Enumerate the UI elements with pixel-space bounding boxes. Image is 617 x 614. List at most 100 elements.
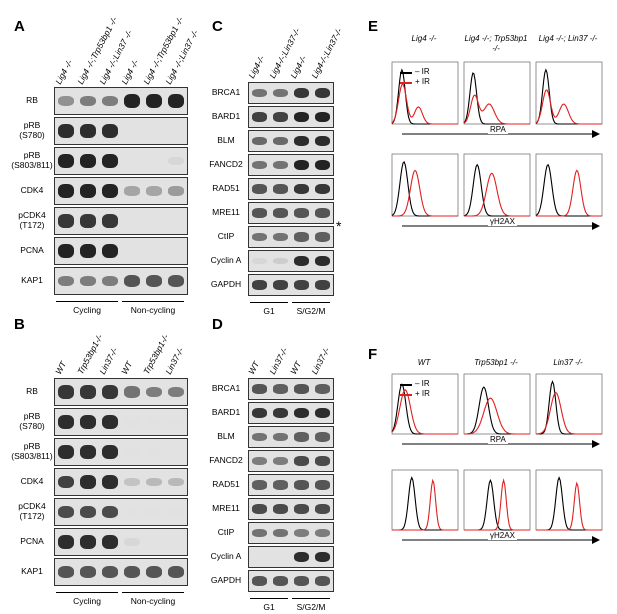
band	[80, 214, 96, 228]
band	[80, 95, 96, 107]
column-header: Lig4 -/-; Trp53bp1 -/-	[464, 34, 528, 53]
group-line	[56, 592, 118, 593]
band	[294, 159, 309, 171]
band	[102, 505, 118, 519]
row-label: FANCD2	[209, 159, 243, 169]
band	[58, 124, 74, 138]
band	[124, 93, 140, 108]
ir-minus-curve	[392, 476, 458, 531]
blot-strip	[54, 177, 188, 205]
row-label: Cyclin A	[210, 551, 242, 561]
blot-strip	[54, 117, 188, 145]
axis-label: RPA	[488, 125, 508, 134]
band	[294, 111, 309, 123]
row-label: pRB (S803/811)	[11, 441, 53, 461]
blot-strip	[248, 426, 334, 448]
group-line	[292, 598, 330, 599]
band	[168, 448, 184, 456]
row-label: pRB (S780)	[19, 411, 45, 431]
blot-strip	[248, 522, 334, 544]
band	[58, 183, 74, 198]
band	[168, 274, 184, 288]
band	[58, 535, 74, 549]
blot-strip	[54, 147, 188, 175]
band	[146, 274, 162, 288]
ir-plus-curve	[391, 389, 458, 435]
axis-label: RPA	[488, 435, 508, 444]
histogram	[463, 469, 531, 531]
lane-label: Lin37-/-	[96, 345, 120, 376]
band	[58, 153, 74, 168]
legend-swatch	[400, 384, 412, 386]
band	[273, 112, 288, 122]
band	[273, 232, 288, 242]
row-label: pCDK4 (T172)	[18, 501, 46, 521]
row-label: GAPDH	[210, 575, 242, 585]
band	[124, 448, 140, 456]
band	[315, 232, 330, 242]
band	[294, 576, 309, 586]
band	[102, 275, 118, 287]
lane-label: Lin37-/-	[267, 345, 290, 376]
row-label: GAPDH	[210, 279, 242, 289]
ir-plus-curve	[464, 397, 530, 435]
axis-label: γH2AX	[488, 217, 517, 226]
band	[294, 456, 309, 466]
band	[252, 184, 267, 194]
histogram	[535, 469, 603, 531]
band	[80, 153, 96, 168]
row-label: RB	[26, 95, 38, 105]
row-label: PCNA	[20, 245, 44, 255]
row-label: BLM	[217, 431, 235, 441]
panel-d-label: D	[212, 316, 223, 333]
band	[294, 255, 309, 267]
panel-b-label: B	[14, 316, 25, 333]
band	[294, 232, 309, 242]
ir-plus-curve	[535, 391, 602, 435]
band	[146, 186, 162, 196]
band	[315, 407, 330, 419]
blot-strip	[248, 130, 334, 152]
row-label: RAD51	[212, 479, 240, 489]
legend-label: + IR	[415, 77, 430, 86]
histogram	[535, 373, 603, 435]
band	[294, 528, 309, 538]
nonspecific-asterisk: *	[336, 218, 342, 234]
band	[315, 280, 330, 290]
panel-e-label: E	[368, 18, 379, 35]
band	[168, 565, 184, 579]
row-label: BRCA1	[211, 383, 241, 393]
blot-strip	[248, 274, 334, 296]
blot-strip	[248, 106, 334, 128]
band	[102, 415, 118, 429]
group-line	[122, 592, 184, 593]
band	[273, 456, 288, 466]
row-label: RAD51	[212, 183, 240, 193]
blot-strip	[54, 468, 188, 496]
ir-minus-curve	[464, 478, 530, 531]
band	[315, 135, 330, 147]
lane-label: Lig4-/-	[288, 54, 309, 80]
ir-minus-curve	[391, 160, 458, 217]
band	[124, 508, 140, 516]
band	[252, 136, 267, 146]
legend-swatch	[400, 82, 412, 84]
band	[80, 565, 96, 579]
band	[58, 565, 74, 579]
group-label: Cycling	[73, 305, 101, 315]
band	[294, 504, 309, 514]
band	[315, 255, 330, 267]
band	[168, 386, 184, 398]
ir-plus-curve	[536, 169, 602, 217]
band	[58, 475, 74, 489]
row-label: pCDK4 (T172)	[18, 210, 46, 230]
band	[252, 456, 267, 466]
blot-strip	[248, 378, 334, 400]
lane-label: Lig4 -/-	[118, 57, 141, 86]
band	[252, 88, 267, 98]
band	[124, 565, 140, 579]
blot-strip	[54, 498, 188, 526]
band	[294, 407, 309, 419]
blot-strip	[248, 226, 334, 248]
ir-plus-curve	[535, 89, 602, 125]
